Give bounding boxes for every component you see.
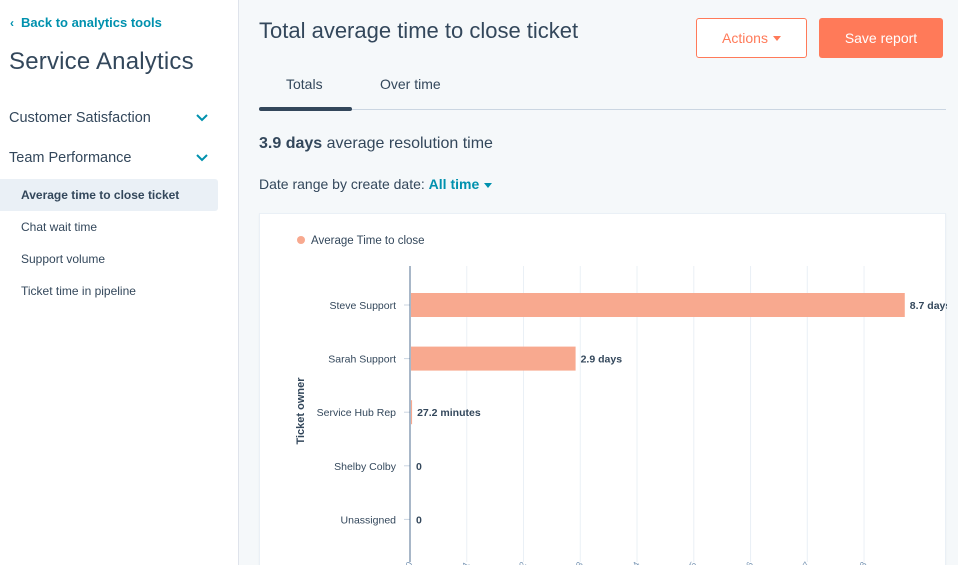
date-range-value: All time <box>428 176 480 192</box>
back-link[interactable]: ‹ Back to analytics tools <box>10 15 162 30</box>
y-axis-label: Ticket owner <box>295 377 307 445</box>
category-label: Service Hub Rep <box>317 407 397 419</box>
nav-item-support-volume[interactable]: Support volume <box>21 252 106 266</box>
data-label: 0 <box>416 461 422 473</box>
date-range-label: Date range by create date: <box>259 176 425 192</box>
save-report-button[interactable]: Save report <box>819 18 943 58</box>
x-tick-label: 7 <box>801 560 812 565</box>
actions-button[interactable]: Actions <box>696 18 807 58</box>
legend-label: Average Time to close <box>311 235 425 247</box>
bar <box>411 346 576 371</box>
bar <box>411 293 905 317</box>
section-label: Team Performance <box>9 150 132 166</box>
x-tick-label: 0 <box>404 560 415 565</box>
section-label: Customer Satisfaction <box>9 110 151 126</box>
section-customer-satisfaction[interactable]: Customer Satisfaction <box>9 110 209 134</box>
category-label: Unassigned <box>341 514 397 526</box>
x-tick-label: 2 <box>517 560 528 565</box>
active-tab-indicator <box>259 107 352 111</box>
nav-item-average-time-to-close[interactable]: Average time to close ticket <box>0 179 218 211</box>
nav-item-chat-wait-time[interactable]: Chat wait time <box>21 220 98 234</box>
date-range-filter: Date range by create date: All time <box>259 176 493 192</box>
summary-line: 3.9 days average resolution time <box>259 135 493 153</box>
tab-over-time[interactable]: Over time <box>380 76 441 92</box>
x-tick-label: 6 <box>744 560 755 565</box>
x-tick-label: 5 <box>687 560 698 565</box>
chevron-down-icon <box>195 113 209 123</box>
x-tick-label: 8 <box>858 560 869 565</box>
main-content: Total average time to close ticket Actio… <box>240 0 958 565</box>
x-tick-label: 4 <box>631 560 642 565</box>
chevron-down-icon <box>195 153 209 163</box>
tab-totals[interactable]: Totals <box>286 76 323 92</box>
bar-chart: Ticket owner Steve Support 8.7 days Sarah S… <box>295 266 947 565</box>
summary-text: average resolution time <box>326 135 493 152</box>
summary-value: 3.9 days <box>259 135 323 152</box>
caret-down-icon <box>772 35 781 41</box>
data-label: 0 <box>416 514 422 526</box>
sidebar: ‹ Back to analytics tools Service Analyti… <box>0 0 239 565</box>
date-range-dropdown[interactable]: All time <box>429 176 493 192</box>
nav-item-ticket-time-in-pipeline[interactable]: Ticket time in pipeline <box>21 284 136 298</box>
page-title: Total average time to close ticket <box>259 18 579 43</box>
back-link-label: Back to analytics tools <box>21 15 162 30</box>
x-tick-label: 1 <box>460 560 471 565</box>
section-team-performance[interactable]: Team Performance <box>9 150 209 174</box>
category-label: Sarah Support <box>328 354 396 366</box>
chevron-left-icon: ‹ <box>10 16 14 30</box>
bar <box>411 400 413 425</box>
chart-legend[interactable]: Average Time to close <box>297 235 425 247</box>
category-label: Steve Support <box>329 300 396 312</box>
app-title: Service Analytics <box>9 48 194 75</box>
caret-down-icon <box>484 182 493 188</box>
data-label: 2.9 days <box>581 354 623 366</box>
legend-swatch <box>297 236 305 244</box>
data-label: 8.7 days <box>910 300 947 312</box>
tab-bar: Totals Over time <box>259 66 946 111</box>
chart-card: Average Time to close Ticket owner Steve … <box>259 213 947 565</box>
actions-button-label: Actions <box>722 30 768 46</box>
x-tick-label: 3 <box>574 560 585 565</box>
category-label: Shelby Colby <box>334 461 397 473</box>
data-label: 27.2 minutes <box>417 407 481 419</box>
